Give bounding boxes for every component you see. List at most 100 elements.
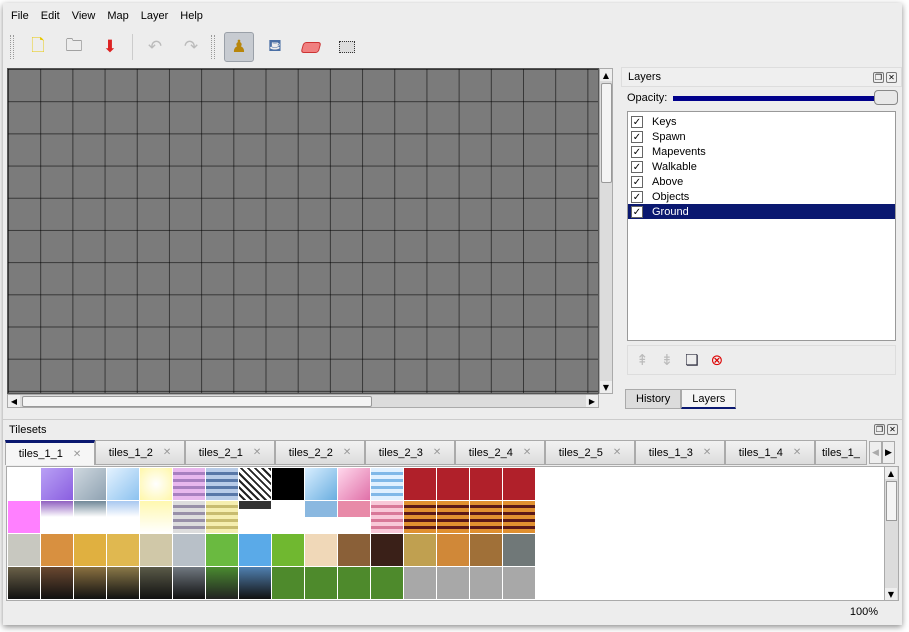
tile[interactable] bbox=[305, 468, 337, 500]
tile[interactable] bbox=[470, 534, 502, 566]
tile[interactable] bbox=[173, 501, 205, 533]
layer-item[interactable]: ✓ Objects bbox=[628, 189, 895, 204]
tile[interactable] bbox=[206, 567, 238, 599]
open-icon[interactable]: 🗀 bbox=[65, 35, 83, 56]
tile[interactable] bbox=[107, 567, 139, 599]
tile[interactable] bbox=[272, 468, 304, 500]
layer-item[interactable]: ✓ Above bbox=[628, 174, 895, 189]
tile[interactable] bbox=[239, 468, 271, 500]
tab-layers[interactable]: Layers bbox=[681, 389, 737, 409]
tile[interactable] bbox=[338, 534, 370, 566]
scroll-down-icon[interactable]: ▼ bbox=[885, 588, 897, 600]
tile[interactable] bbox=[305, 534, 337, 566]
map-canvas[interactable] bbox=[7, 68, 599, 394]
tile[interactable] bbox=[107, 534, 139, 566]
bucket-fill-icon[interactable]: ⛾ bbox=[268, 36, 282, 56]
undo-icon[interactable]: ↶ bbox=[147, 37, 163, 57]
slider-handle[interactable] bbox=[874, 89, 898, 105]
toolbar-grip[interactable] bbox=[211, 35, 215, 59]
rect-select-icon[interactable] bbox=[332, 32, 362, 62]
tile[interactable] bbox=[239, 501, 271, 533]
tile[interactable] bbox=[74, 501, 106, 533]
tile[interactable] bbox=[140, 501, 172, 533]
tile[interactable] bbox=[41, 501, 73, 533]
menu-edit[interactable]: Edit bbox=[40, 9, 60, 22]
tile[interactable] bbox=[74, 534, 106, 566]
tile[interactable] bbox=[107, 501, 139, 533]
new-icon[interactable]: 🗋 bbox=[31, 35, 45, 56]
scroll-thumb[interactable] bbox=[22, 396, 372, 407]
eraser-icon[interactable] bbox=[296, 32, 326, 62]
tileset-tab[interactable]: tiles_1_ bbox=[815, 440, 867, 465]
tile[interactable] bbox=[272, 567, 304, 599]
menu-layer[interactable]: Layer bbox=[140, 9, 169, 22]
tile[interactable] bbox=[41, 567, 73, 599]
tile[interactable] bbox=[140, 534, 172, 566]
tile[interactable] bbox=[371, 567, 403, 599]
scroll-left-icon[interactable]: ◀ bbox=[8, 395, 20, 407]
scroll-thumb[interactable] bbox=[601, 83, 612, 183]
opacity-slider[interactable] bbox=[673, 89, 898, 105]
tile[interactable] bbox=[437, 501, 469, 533]
tile[interactable] bbox=[41, 534, 73, 566]
move-layer-down-icon[interactable]: ⇟ bbox=[660, 351, 674, 369]
tileset-tab[interactable]: tiles_2_3 ✕ bbox=[365, 440, 455, 465]
visibility-checkbox[interactable]: ✓ bbox=[631, 160, 643, 173]
tab-history[interactable]: History bbox=[625, 389, 682, 409]
tileset-view[interactable]: ▲ ▼ bbox=[6, 466, 899, 601]
visibility-checkbox[interactable]: ✓ bbox=[631, 190, 643, 203]
visibility-checkbox[interactable]: ✓ bbox=[631, 175, 643, 188]
close-tab-icon[interactable]: ✕ bbox=[252, 447, 262, 458]
tile[interactable] bbox=[503, 468, 535, 500]
tile[interactable] bbox=[404, 567, 436, 599]
tile[interactable] bbox=[8, 501, 40, 533]
tile[interactable] bbox=[206, 468, 238, 500]
tile[interactable] bbox=[470, 567, 502, 599]
tile[interactable] bbox=[74, 468, 106, 500]
tileset-tab[interactable]: tiles_1_2 ✕ bbox=[95, 440, 185, 465]
tile[interactable] bbox=[503, 501, 535, 533]
layer-item[interactable]: ✓ Ground bbox=[628, 204, 895, 219]
menu-map[interactable]: Map bbox=[107, 9, 129, 22]
toolbar-grip[interactable] bbox=[10, 35, 14, 59]
tileset-tab[interactable]: tiles_1_1 ✕ bbox=[5, 440, 95, 465]
close-tab-icon[interactable]: ✕ bbox=[72, 448, 82, 460]
tile[interactable] bbox=[338, 567, 370, 599]
close-tab-icon[interactable]: ✕ bbox=[522, 447, 532, 458]
tile[interactable] bbox=[371, 501, 403, 533]
tile[interactable] bbox=[404, 501, 436, 533]
scroll-thumb[interactable] bbox=[886, 481, 897, 521]
visibility-checkbox[interactable]: ✓ bbox=[631, 205, 643, 218]
tile[interactable] bbox=[206, 501, 238, 533]
layer-item[interactable]: ✓ Mapevents bbox=[628, 144, 895, 159]
tileset-tab[interactable]: tiles_1_3 ✕ bbox=[635, 440, 725, 465]
tile[interactable] bbox=[173, 534, 205, 566]
tile[interactable] bbox=[305, 501, 337, 533]
layer-item[interactable]: ✓ Keys bbox=[628, 114, 895, 129]
move-layer-up-icon[interactable]: ⇞ bbox=[636, 351, 649, 369]
visibility-checkbox[interactable]: ✓ bbox=[631, 145, 643, 158]
tile[interactable] bbox=[173, 468, 205, 500]
float-icon[interactable]: ❐ bbox=[874, 424, 885, 435]
scroll-down-icon[interactable]: ▼ bbox=[600, 381, 612, 393]
menu-file[interactable]: File bbox=[11, 9, 29, 22]
tile[interactable] bbox=[338, 468, 370, 500]
tile[interactable] bbox=[404, 468, 436, 500]
tile[interactable] bbox=[404, 534, 436, 566]
map-vertical-scrollbar[interactable]: ▲ ▼ bbox=[599, 68, 613, 394]
tab-right-icon[interactable]: ▶ bbox=[882, 441, 895, 464]
tile[interactable] bbox=[8, 567, 40, 599]
layer-item[interactable]: ✓ Walkable bbox=[628, 159, 895, 174]
tileset-tab[interactable]: tiles_1_4 ✕ bbox=[725, 440, 815, 465]
menu-help[interactable]: Help bbox=[180, 9, 203, 22]
tile[interactable] bbox=[272, 534, 304, 566]
tile[interactable] bbox=[470, 468, 502, 500]
tab-left-icon[interactable]: ◀ bbox=[869, 441, 882, 464]
close-icon[interactable]: ✕ bbox=[887, 424, 898, 435]
scroll-right-icon[interactable]: ▶ bbox=[586, 395, 598, 407]
map-horizontal-scrollbar[interactable]: ◀ ▶ bbox=[7, 394, 599, 408]
tile[interactable] bbox=[305, 567, 337, 599]
tile[interactable] bbox=[8, 468, 40, 500]
tile[interactable] bbox=[239, 567, 271, 599]
tileset-tab[interactable]: tiles_2_2 ✕ bbox=[275, 440, 365, 465]
